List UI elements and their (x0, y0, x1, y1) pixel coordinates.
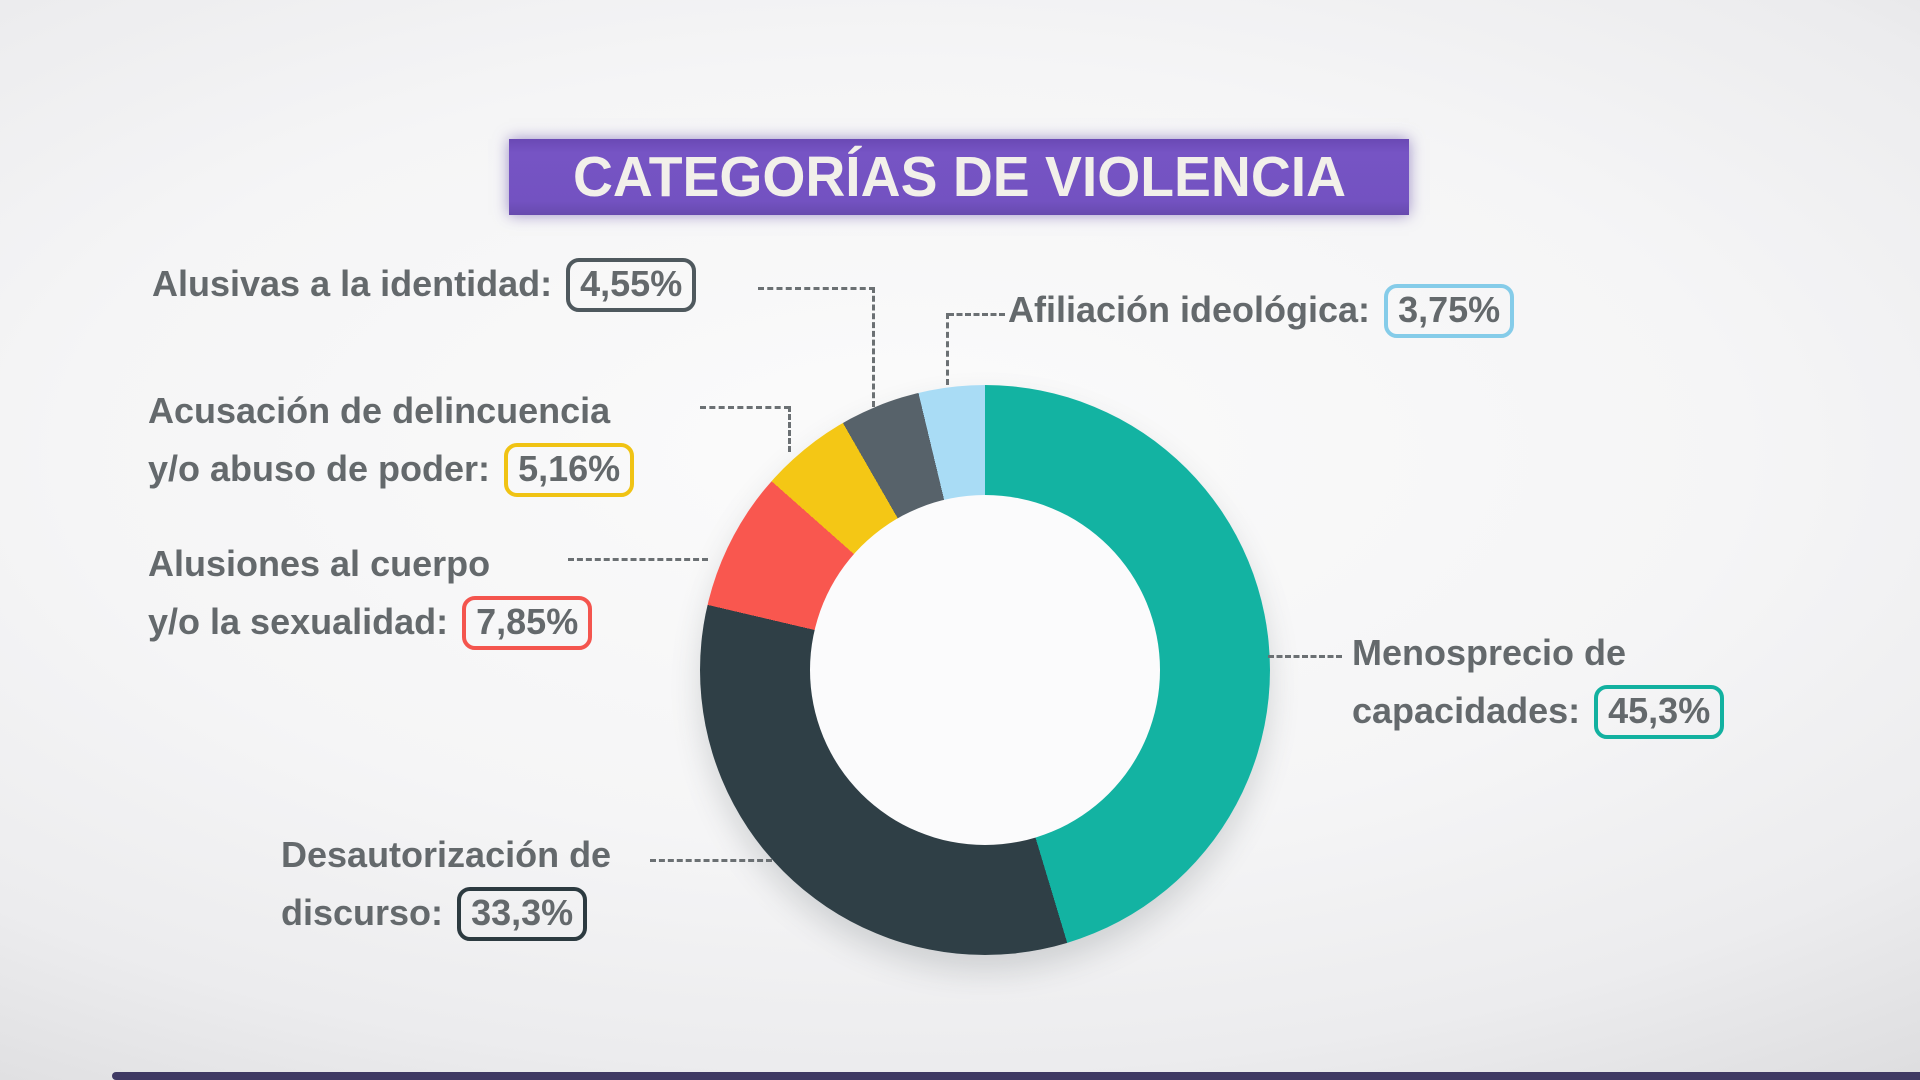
label-text-line2: capacidades: 45,3% (1352, 682, 1725, 740)
label-alusiones-cuerpo: Alusiones al cuerpo y/o la sexualidad: 7… (148, 535, 593, 651)
leader-line-identidad-v (872, 287, 875, 407)
label-text: Acusación de delincuencia (148, 390, 611, 431)
label-text: Desautorización de (281, 834, 612, 875)
label-text-line2: y/o abuso de poder: 5,16% (148, 440, 635, 498)
label-text: Alusiones al cuerpo (148, 543, 491, 584)
value-badge-afiliacion: 3,75% (1384, 284, 1515, 338)
leader-line-afiliacion-v (946, 313, 949, 385)
label-alusivas-identidad: Alusivas a la identidad: 4,55% (152, 258, 697, 312)
leader-line-desautorizacion-h (650, 859, 772, 862)
label-menosprecio-capacidades: Menosprecio de capacidades: 45,3% (1352, 624, 1725, 740)
label-text: Afiliación ideológica: (1008, 289, 1371, 330)
value-badge-alusiones: 7,85% (462, 596, 593, 650)
leader-line-identidad-h (758, 287, 875, 290)
value-badge-identidad: 4,55% (566, 258, 697, 312)
label-afiliacion-ideologica: Afiliación ideológica: 3,75% (1008, 284, 1515, 338)
donut-hole (810, 495, 1160, 845)
page-title: CATEGORÍAS DE VIOLENCIA (572, 145, 1346, 209)
value-badge-desautorizacion: 33,3% (457, 887, 588, 941)
leader-line-alusiones-h (568, 558, 708, 561)
label-text: Alusivas a la identidad: (152, 263, 553, 304)
leader-line-menosprecio-h (1268, 655, 1342, 658)
label-text: Menosprecio de (1352, 632, 1627, 673)
leader-line-acusacion-v (788, 406, 791, 452)
bottom-edge-bar (112, 1072, 1920, 1080)
label-acusacion-delincuencia: Acusación de delincuencia y/o abuso de p… (148, 382, 635, 498)
value-badge-acusacion: 5,16% (504, 443, 635, 497)
value-badge-menosprecio: 45,3% (1594, 685, 1725, 739)
title-banner: CATEGORÍAS DE VIOLENCIA (509, 139, 1409, 215)
leader-line-acusacion-h (700, 406, 790, 409)
label-text-line2: y/o la sexualidad: 7,85% (148, 593, 593, 651)
label-text-line2: discurso: 33,3% (281, 884, 611, 942)
leader-line-afiliacion-h (948, 313, 1005, 316)
label-desautorizacion-discurso: Desautorización de discurso: 33,3% (281, 826, 611, 942)
donut-chart (700, 385, 1270, 955)
